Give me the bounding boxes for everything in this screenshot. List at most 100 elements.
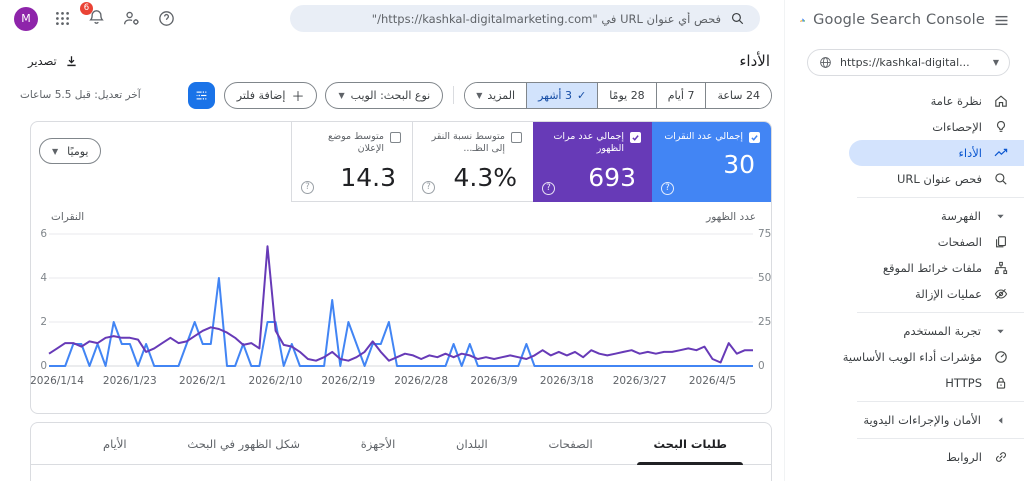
lightbulb-icon: [992, 118, 1010, 136]
chevron-down-icon: ▼: [992, 58, 999, 67]
metric-value: 30: [723, 150, 755, 180]
metric-ctr-card[interactable]: متوسط نسبة النقر إلى الظـ... 4.3% ?: [412, 122, 533, 202]
metric-clicks-card[interactable]: إجمالي عدد النقرات 30 ?: [652, 122, 771, 202]
range-7d[interactable]: 7 أيام: [655, 82, 706, 108]
apps-grid-icon: [56, 12, 69, 25]
hamburger-icon: [995, 15, 1008, 25]
checkbox-checked-icon[interactable]: [630, 132, 641, 143]
sidebar-item-overview[interactable]: نظرة عامة: [785, 88, 1024, 114]
chevron-left-icon: [991, 416, 1009, 425]
checkbox-checked-icon[interactable]: [749, 132, 760, 143]
sidebar-nav: نظرة عامة الإحصاءات الأداء فحص عنوان URL…: [785, 88, 1024, 470]
eye-off-icon: [992, 285, 1010, 303]
help-button[interactable]: [157, 9, 176, 28]
tab-devices[interactable]: الأجهزة: [360, 436, 396, 451]
metric-label: إجمالي عدد النقرات: [664, 131, 743, 142]
notifications-button[interactable]: 6: [80, 1, 106, 30]
sidebar-section-label: تجربة المستخدم: [903, 324, 981, 338]
x-axis-date-label: 2026/2/10: [248, 375, 303, 387]
help-icon[interactable]: ?: [661, 182, 674, 195]
sidebar-item-url-inspection[interactable]: فحص عنوان URL: [785, 166, 1024, 192]
axis-tick-label: 50: [758, 272, 772, 284]
tab-pages[interactable]: الصفحات: [548, 436, 593, 451]
check-icon: ✓: [576, 88, 587, 102]
range-more[interactable]: المزيد ▼: [465, 82, 527, 108]
chart-plot: 6 4 2 0 75 50 25 0 2026/1/14 2026/1/23 2026/2/1 202…: [30, 202, 772, 413]
metric-label: متوسط نسبة النقر إلى الظـ...: [431, 131, 505, 155]
sidebar-item-insights[interactable]: الإحصاءات: [785, 114, 1024, 140]
filter-row: 24 ساعة 7 أيام 28 يومًا ✓ 3 أشهر المزيد …: [0, 81, 784, 109]
metric-label: إجمالي عدد مرات الظهور: [553, 131, 624, 155]
add-filter-button[interactable]: ＋ إضافة فلتر: [223, 81, 318, 109]
axis-tick-label: 25: [758, 316, 772, 328]
export-label: تصدير: [28, 54, 57, 68]
help-icon[interactable]: ?: [301, 181, 314, 194]
metric-impressions-card[interactable]: إجمالي عدد مرات الظهور 693 ?: [533, 122, 652, 202]
divider: [857, 401, 1024, 402]
user-gear-icon: [123, 11, 139, 25]
metric-tiles: إجمالي عدد النقرات 30 ? إجمالي عدد مرات …: [31, 122, 771, 202]
chevron-down-icon: ▼: [476, 90, 483, 100]
top-bar: 6 M: [0, 0, 784, 37]
sidebar-section-label: الفهرسة: [941, 209, 981, 223]
x-axis-date-label: 2026/2/28: [394, 375, 449, 387]
property-selector[interactable]: https://kashkal-digital... ▼: [807, 49, 1010, 76]
apps-grid-button[interactable]: [54, 10, 71, 27]
bell-icon: [89, 9, 104, 24]
sidebar-item-sitemaps[interactable]: ملفات خرائط الموقع: [785, 255, 1024, 281]
right-axis-title: عدد الظهور: [706, 211, 756, 223]
help-icon[interactable]: ?: [542, 182, 555, 195]
main-area: 6 M الأداء تصدير 24 ساعة 7 أيام 28 يومًا: [0, 0, 784, 481]
metric-label: متوسط موضع الإعلان: [328, 131, 384, 155]
x-axis-date-label: 2026/3/9: [470, 375, 518, 387]
range-24h[interactable]: 24 ساعة: [705, 82, 771, 108]
avatar[interactable]: M: [14, 6, 38, 31]
sidebar-section-indexing[interactable]: الفهرسة: [785, 203, 1024, 229]
tab-countries[interactable]: البلدان: [456, 436, 488, 451]
dimensions-card: طلبات البحث الصفحات البلدان الأجهزة شكل …: [30, 422, 772, 481]
filters-button[interactable]: [187, 81, 215, 109]
checkbox-unchecked-icon[interactable]: [390, 132, 401, 143]
url-inspection-searchbox[interactable]: [290, 5, 760, 32]
search-type-button[interactable]: نوع البحث: الويب ▼: [325, 81, 444, 109]
chevron-down-icon: [991, 327, 1009, 336]
sidebar-item-performance[interactable]: الأداء: [849, 140, 1024, 166]
help-icon[interactable]: ?: [422, 181, 435, 194]
globe-icon: [820, 57, 831, 68]
date-range-control: 24 ساعة 7 أيام 28 يومًا ✓ 3 أشهر المزيد …: [464, 81, 772, 109]
url-inspection-input[interactable]: [305, 11, 721, 26]
sidebar-item-removals[interactable]: عمليات الإزالة: [785, 281, 1024, 307]
divider: [857, 312, 1024, 313]
last-updated-text: آخر تعديل: قبل 5.5 ساعات: [20, 89, 141, 101]
metric-position-card[interactable]: متوسط موضع الإعلان 14.3 ?: [291, 122, 412, 202]
tab-dates[interactable]: الأيام: [103, 436, 127, 451]
range-3months[interactable]: ✓ 3 أشهر: [526, 82, 598, 108]
tab-search-appearance[interactable]: شكل الظهور في البحث: [187, 436, 300, 451]
sidebar-item-core-web-vitals[interactable]: مؤشرات أداء الويب الأساسية: [785, 344, 1024, 370]
export-button[interactable]: تصدير: [28, 54, 79, 69]
tab-queries[interactable]: طلبات البحث: [637, 423, 743, 465]
axis-tick-label: 0: [40, 360, 47, 372]
left-axis-title: النقرات: [51, 211, 85, 223]
metric-value: 693: [588, 162, 636, 192]
sidebar-section-security[interactable]: الأمان والإجراءات اليدوية: [785, 407, 1024, 433]
sidebar-item-label: مؤشرات أداء الويب الأساسية: [842, 350, 982, 364]
sidebar-item-label: الروابط: [946, 450, 982, 464]
sidebar-item-https[interactable]: HTTPS: [785, 370, 1024, 396]
range-28d[interactable]: 28 يومًا: [597, 82, 656, 108]
help-icon: [159, 11, 174, 26]
sidebar-item-links[interactable]: الروابط: [785, 444, 1024, 470]
sidebar-item-label: فحص عنوان URL: [896, 172, 982, 186]
checkbox-unchecked-icon[interactable]: [511, 132, 522, 143]
home-icon: [992, 92, 1010, 110]
sidebar-item-label: الإحصاءات: [932, 120, 982, 134]
notification-badge: 6: [80, 1, 93, 15]
menu-button[interactable]: [993, 12, 1010, 29]
plus-icon: ＋: [291, 89, 305, 105]
user-settings-button[interactable]: [122, 9, 141, 28]
performance-chart-card: إجمالي عدد النقرات 30 ? إجمالي عدد مرات …: [30, 121, 772, 414]
sidebar-item-pages[interactable]: الصفحات: [785, 229, 1024, 255]
performance-icon: [992, 144, 1010, 162]
sidebar-section-experience[interactable]: تجربة المستخدم: [785, 318, 1024, 344]
granularity-button[interactable]: يوميًا ▼: [39, 138, 102, 164]
